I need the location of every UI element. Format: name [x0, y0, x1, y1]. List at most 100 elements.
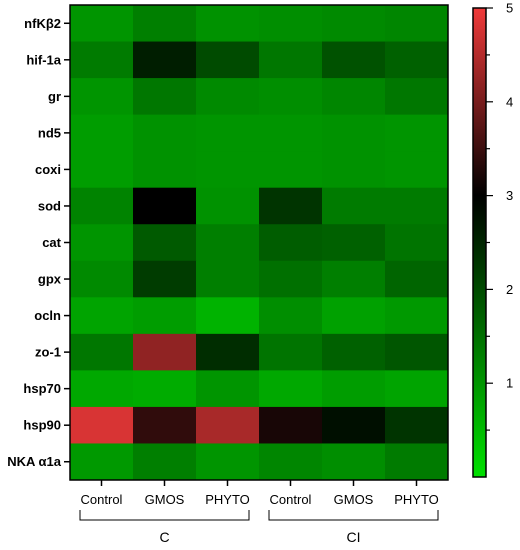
heatmap-cell	[322, 187, 386, 225]
heatmap-cell	[385, 297, 449, 335]
column-label: GMOS	[145, 492, 185, 507]
heatmap-cell	[259, 333, 323, 371]
heatmap-cell	[70, 41, 134, 79]
heatmap-cell	[322, 114, 386, 152]
heatmap-cell	[133, 78, 197, 116]
heatmap-cell	[385, 406, 449, 444]
heatmap-cell	[70, 224, 134, 262]
heatmap-cell	[133, 5, 197, 43]
heatmap-cell	[196, 5, 260, 43]
heatmap-cell	[133, 187, 197, 225]
heatmap-cell	[196, 370, 260, 408]
heatmap-cell	[70, 406, 134, 444]
heatmap-cell	[196, 151, 260, 189]
heatmap-cell	[196, 187, 260, 225]
heatmap-cell	[196, 224, 260, 262]
heatmap-cell	[322, 5, 386, 43]
heatmap-cell	[259, 443, 323, 481]
column-label: PHYTO	[205, 492, 250, 507]
row-label: ocln	[34, 308, 61, 323]
heatmap-cell	[196, 333, 260, 371]
colorbar-tick-label: 2	[506, 282, 513, 297]
heatmap-cell	[259, 187, 323, 225]
heatmap-cell	[322, 151, 386, 189]
column-label: Control	[81, 492, 123, 507]
row-label: NKA α1a	[7, 454, 62, 469]
heatmap-cell	[133, 370, 197, 408]
heatmap-cell	[259, 406, 323, 444]
row-label: cat	[42, 235, 61, 250]
group-label: CI	[347, 529, 361, 545]
colorbar-tick-label: 5	[506, 1, 513, 16]
heatmap-cell	[133, 260, 197, 298]
column-labels: Control GMOS PHYTO Control GMOS PHYTO	[81, 480, 439, 507]
heatmap-cell	[196, 297, 260, 335]
row-label: gr	[48, 89, 61, 104]
heatmap-cell	[259, 260, 323, 298]
heatmap-cell	[70, 78, 134, 116]
heatmap-cell	[385, 443, 449, 481]
heatmap-cell	[259, 224, 323, 262]
colorbar-gradient	[472, 7, 487, 478]
heatmap-cell	[196, 41, 260, 79]
heatmap-cell	[385, 151, 449, 189]
heatmap-cell	[133, 151, 197, 189]
heatmap-cell	[196, 406, 260, 444]
heatmap-cell	[196, 443, 260, 481]
group-brackets: C CI	[79, 510, 439, 545]
heatmap-cell	[70, 260, 134, 298]
row-label: sod	[38, 198, 61, 213]
column-label: Control	[270, 492, 312, 507]
heatmap-cell	[385, 41, 449, 79]
row-label: nfKβ2	[24, 16, 61, 31]
heatmap-cell	[259, 41, 323, 79]
heatmap-cell	[133, 297, 197, 335]
row-label: coxi	[35, 162, 61, 177]
heatmap-cell	[385, 224, 449, 262]
group-bracket	[268, 510, 439, 521]
heatmap-cell	[385, 260, 449, 298]
heatmap-cell	[70, 333, 134, 371]
heatmap-cell	[322, 260, 386, 298]
heatmap-cell	[70, 151, 134, 189]
heatmap-cell	[259, 297, 323, 335]
column-label: GMOS	[334, 492, 374, 507]
heatmap-cell	[133, 333, 197, 371]
heatmap-cell	[322, 224, 386, 262]
heatmap-cell	[259, 370, 323, 408]
heatmap-cell	[259, 151, 323, 189]
heatmap-cell	[385, 370, 449, 408]
row-label: nd5	[38, 125, 61, 140]
heatmap-cell	[70, 5, 134, 43]
row-label: hsp70	[23, 381, 61, 396]
heatmap-cell	[196, 114, 260, 152]
row-label: hif-1a	[26, 52, 61, 67]
heatmap-cell	[385, 333, 449, 371]
heatmap-cell	[385, 187, 449, 225]
heatmap-cell	[322, 78, 386, 116]
colorbar-tick-label: 1	[506, 376, 513, 391]
heatmap-cell	[322, 41, 386, 79]
colorbar: 1 2 3 4 5	[472, 1, 513, 478]
colorbar-tick-label: 4	[506, 94, 513, 109]
heatmap-cell	[259, 5, 323, 43]
colorbar-tick-label: 3	[506, 188, 513, 203]
row-label: gpx	[38, 272, 62, 287]
heatmap-cell	[133, 41, 197, 79]
heatmap-cell	[133, 114, 197, 152]
heatmap-cell	[70, 114, 134, 152]
heatmap-cell	[70, 187, 134, 225]
heatmap-cell	[385, 78, 449, 116]
heatmap-cell	[322, 297, 386, 335]
heatmap-cell	[259, 114, 323, 152]
group-bracket	[79, 510, 250, 521]
row-labels: nfKβ2 hif-1a gr nd5 coxi sod cat gpx ocln zo-1 hsp…	[7, 16, 70, 469]
heatmap-cell	[322, 333, 386, 371]
heatmap-cell	[322, 406, 386, 444]
heatmap-cell	[196, 260, 260, 298]
column-label: PHYTO	[394, 492, 439, 507]
heatmap-cell	[322, 443, 386, 481]
row-label: hsp90	[23, 418, 61, 433]
heatmap-cell	[385, 114, 449, 152]
